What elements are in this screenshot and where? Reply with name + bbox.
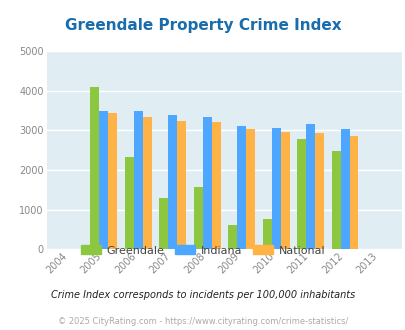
Bar — [280, 132, 289, 249]
Bar — [228, 225, 237, 249]
Bar — [237, 126, 245, 249]
Bar — [90, 87, 99, 249]
Bar — [108, 113, 117, 249]
Bar — [159, 198, 168, 249]
Bar — [202, 117, 211, 249]
Bar — [142, 117, 151, 249]
Bar — [124, 157, 133, 249]
Bar — [193, 187, 202, 249]
Legend: Greendale, Indiana, National: Greendale, Indiana, National — [76, 241, 329, 260]
Bar — [271, 128, 280, 249]
Text: Greendale Property Crime Index: Greendale Property Crime Index — [64, 18, 341, 33]
Text: Crime Index corresponds to incidents per 100,000 inhabitants: Crime Index corresponds to incidents per… — [51, 290, 354, 300]
Text: © 2025 CityRating.com - https://www.cityrating.com/crime-statistics/: © 2025 CityRating.com - https://www.city… — [58, 317, 347, 326]
Bar — [314, 133, 323, 249]
Bar — [262, 219, 271, 249]
Bar — [211, 122, 220, 249]
Bar — [340, 129, 349, 249]
Bar — [305, 124, 314, 249]
Bar — [133, 111, 142, 249]
Bar — [177, 121, 185, 249]
Bar — [99, 111, 108, 249]
Bar — [331, 151, 340, 249]
Bar — [349, 136, 358, 249]
Bar — [168, 115, 177, 249]
Bar — [245, 129, 254, 249]
Bar — [296, 139, 305, 249]
